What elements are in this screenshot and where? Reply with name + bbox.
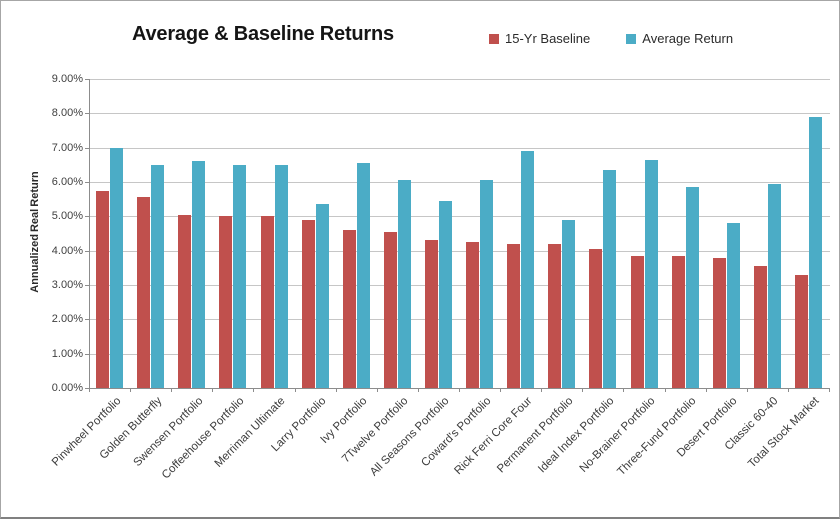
bar-average-0 [110,147,124,388]
bar-average-13 [644,159,658,388]
bar-average-10 [521,151,535,388]
bar-baseline-1 [137,197,151,388]
bar-baseline-5 [301,219,315,388]
x-axis-tick [294,388,296,392]
bar-average-5 [315,204,329,388]
x-axis-tick [582,388,584,392]
x-axis-tick [623,388,625,392]
bar-average-8 [438,200,452,388]
x-axis-tick [500,388,502,392]
y-axis-tick [85,250,89,252]
bar-average-7 [397,180,411,388]
bar-baseline-17 [794,274,808,388]
legend-swatch-icon [489,33,499,44]
bar-average-11 [562,219,576,388]
bar-baseline-8 [424,240,438,388]
bar-baseline-4 [260,216,274,388]
y-axis-tick [85,79,89,80]
x-axis-tick [89,388,90,392]
bar-average-1 [151,164,165,388]
x-axis-tick [459,388,460,392]
bar-baseline-7 [383,231,397,388]
y-tick-label: 1.00% [51,347,83,360]
y-tick-label: 4.00% [51,244,83,257]
gridline [89,285,830,286]
y-axis-tick [85,216,89,218]
y-tick-label: 7.00% [51,141,83,154]
legend-swatch-icon [626,33,637,44]
x-axis-tick [130,388,132,392]
bar-average-14 [685,187,699,388]
y-axis-tick [85,319,89,321]
gridline [89,319,830,321]
bar-average-9 [480,180,494,388]
y-axis-tick [85,285,89,286]
bar-baseline-9 [466,242,480,388]
x-axis-tick [212,388,214,392]
bar-baseline-11 [548,243,562,388]
x-axis-tick [705,388,707,392]
x-axis-tick [417,388,419,392]
bar-baseline-15 [712,257,726,388]
bar-baseline-0 [96,190,110,388]
bar-baseline-2 [178,214,192,388]
bar-baseline-6 [342,230,356,388]
legend-item-baseline: 15-Yr Baseline [489,31,590,46]
bar-average-6 [356,163,370,388]
legend-item-average: Average Return [626,31,733,46]
y-axis-tick [85,353,89,355]
x-axis-tick [664,388,666,392]
legend-label: Average Return [642,31,734,46]
bar-average-16 [767,183,781,388]
y-tick-label: 2.00% [51,313,83,326]
y-axis-tick [85,388,89,389]
y-axis-tick [85,147,89,149]
x-axis-tick [335,388,337,392]
bar-average-12 [603,169,617,388]
bar-baseline-12 [589,248,603,388]
y-tick-label: 6.00% [51,176,83,188]
bar-average-15 [726,223,740,388]
y-tick-label: 8.00% [51,107,83,120]
gridline [89,147,830,149]
bar-baseline-16 [753,266,767,388]
y-tick-label: 3.00% [51,279,83,291]
bar-average-3 [233,164,247,388]
x-axis-tick [541,388,543,392]
y-tick-label: 5.00% [51,210,83,223]
y-axis-title: Annualized Real Return [29,171,41,293]
bar-baseline-10 [507,243,521,388]
bar-average-4 [274,164,288,388]
y-tick-label: 0.00% [51,382,83,394]
gridline [89,353,830,355]
legend: 15-Yr Baseline Average Return [489,31,733,46]
legend-label: 15-Yr Baseline [505,31,591,46]
y-axis-tick [85,113,89,115]
x-axis-tick [376,388,378,392]
gridline [89,250,830,252]
x-axis-tick [787,388,789,392]
x-axis-tick [829,388,830,392]
y-tick-label: 9.00% [51,73,83,85]
y-axis-line [89,79,90,388]
chart-title: Average & Baseline Returns [132,23,394,45]
gridline [89,79,830,80]
x-axis-tick [746,388,748,392]
gridline [89,216,830,218]
x-axis-tick [253,388,255,392]
bar-average-2 [192,161,206,388]
y-axis-tick [85,182,89,183]
bar-baseline-13 [630,255,644,388]
bar-average-17 [808,116,822,388]
bar-baseline-14 [671,255,685,388]
gridline [89,182,830,183]
gridline [89,113,830,115]
x-axis-tick [171,388,173,392]
bar-baseline-3 [219,216,233,388]
